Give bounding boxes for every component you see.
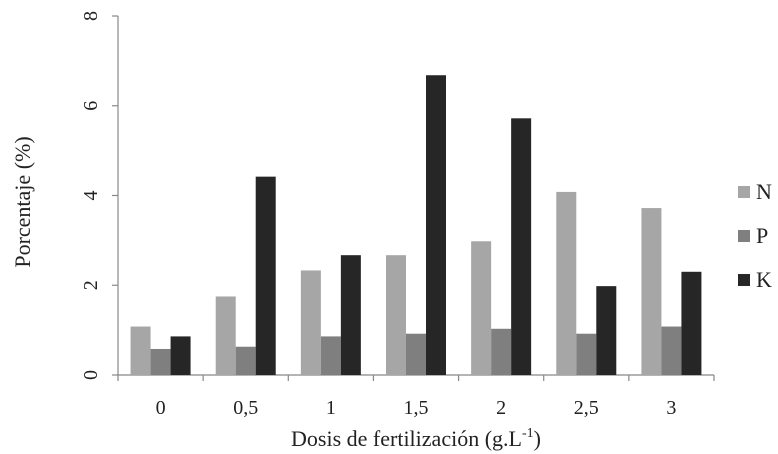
legend-swatch-p bbox=[738, 230, 750, 242]
bar-n bbox=[471, 241, 492, 375]
x-tick-label: 2,5 bbox=[574, 397, 599, 419]
bar-p bbox=[235, 346, 256, 375]
axes bbox=[117, 16, 714, 376]
bar-k bbox=[426, 75, 446, 376]
x-tick-label: 3 bbox=[666, 397, 676, 419]
bar-k bbox=[511, 118, 532, 375]
bars bbox=[130, 75, 702, 376]
legend-label-p: P bbox=[756, 223, 768, 248]
x-tick-label: 1 bbox=[326, 397, 336, 419]
x-tick-label: 1,5 bbox=[404, 397, 429, 419]
bar-p bbox=[661, 326, 682, 375]
bar-p bbox=[406, 333, 426, 375]
bar-n bbox=[386, 255, 406, 375]
x-axis-title-superscript: -1 bbox=[522, 426, 534, 441]
bar-n bbox=[215, 296, 236, 375]
y-ticks: 0 2 4 6 8 bbox=[80, 11, 118, 380]
bar-p bbox=[491, 328, 512, 375]
legend-swatch-k bbox=[738, 274, 750, 286]
x-axis-title-suffix: ) bbox=[534, 426, 541, 451]
y-tick-label: 0 bbox=[80, 370, 102, 380]
bar-k bbox=[596, 286, 617, 375]
y-tick-label: 6 bbox=[80, 101, 102, 111]
legend: NPK bbox=[738, 179, 772, 292]
x-tick-label: 2 bbox=[496, 397, 506, 419]
bar-n bbox=[300, 270, 321, 375]
legend-label-k: K bbox=[756, 267, 772, 292]
x-axis-title: Dosis de fertilización (g.L-1) bbox=[291, 426, 541, 451]
y-axis-title: Porcentaje (%) bbox=[10, 136, 35, 267]
bar-n bbox=[641, 208, 662, 375]
bar-p bbox=[150, 348, 171, 375]
x-axis-title-main: Dosis de fertilización (g.L bbox=[291, 426, 522, 451]
bar-p bbox=[576, 333, 597, 375]
bar-k bbox=[170, 336, 191, 375]
bar-k bbox=[681, 271, 702, 375]
x-tick-label: 0,5 bbox=[233, 397, 258, 419]
bar-p bbox=[320, 336, 341, 375]
y-tick-label: 4 bbox=[80, 191, 102, 201]
bar-n bbox=[556, 191, 577, 375]
bar-k bbox=[255, 176, 276, 375]
x-tick-label: 0 bbox=[156, 397, 166, 419]
bar-n bbox=[130, 326, 151, 375]
bar-k bbox=[340, 255, 361, 375]
legend-swatch-n bbox=[738, 186, 750, 198]
legend-label-n: N bbox=[756, 179, 772, 204]
y-tick-label: 8 bbox=[80, 11, 102, 21]
x-ticks: 0 0,5 1 1,5 2 2,5 3 bbox=[117, 375, 715, 419]
y-tick-label: 2 bbox=[80, 280, 102, 290]
